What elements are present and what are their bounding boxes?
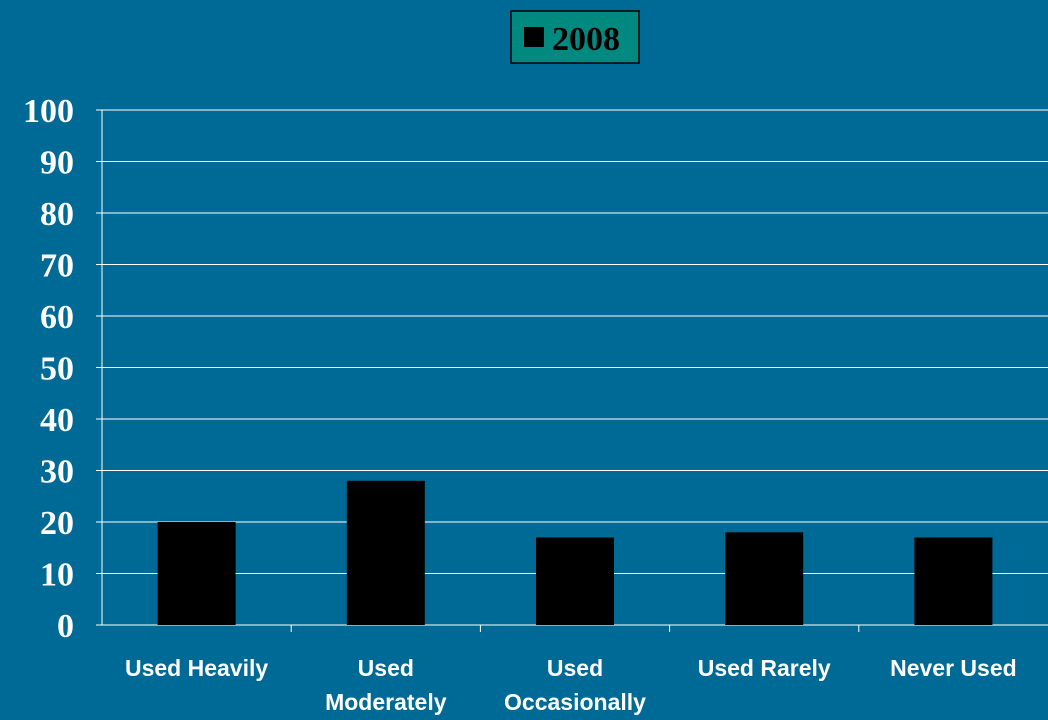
legend-swatch bbox=[524, 27, 544, 47]
y-tick-label: 100 bbox=[23, 93, 74, 130]
x-tick-label-line: Never Used bbox=[890, 655, 1017, 681]
bar bbox=[536, 537, 614, 625]
x-tick-label-line: Used bbox=[358, 655, 414, 681]
y-tick-label: 90 bbox=[40, 145, 74, 182]
y-tick-label: 70 bbox=[40, 248, 74, 285]
y-tick-label: 40 bbox=[40, 402, 74, 439]
y-tick-label: 30 bbox=[40, 454, 74, 491]
x-tick-label-line: Used Heavily bbox=[125, 655, 268, 681]
legend: 2008 bbox=[510, 10, 640, 64]
y-tick-label: 0 bbox=[57, 608, 74, 645]
y-tick-label: 60 bbox=[40, 299, 74, 336]
x-tick-label-line: Occasionally bbox=[504, 689, 646, 715]
x-tick-label-line: Used Rarely bbox=[698, 655, 831, 681]
x-tick-label: Never Used bbox=[890, 655, 1017, 681]
bar bbox=[914, 537, 993, 625]
y-tick-label: 10 bbox=[40, 557, 74, 594]
bars bbox=[157, 480, 993, 625]
gridlines bbox=[102, 109, 1048, 574]
legend-label: 2008 bbox=[552, 21, 620, 58]
x-tick-label: Used Heavily bbox=[125, 655, 268, 681]
y-tick-label: 20 bbox=[40, 505, 74, 542]
y-tick-label: 80 bbox=[40, 196, 74, 233]
y-tick-labels: 0 10 20 30 40 50 60 70 80 90 100 bbox=[23, 93, 74, 645]
bar bbox=[157, 522, 236, 625]
x-tick-label: Used Rarely bbox=[698, 655, 831, 681]
x-tick-label-line: Used bbox=[547, 655, 603, 681]
x-tick-label: Used Occasionally bbox=[504, 655, 646, 715]
x-tick-label: Used Moderately bbox=[325, 655, 447, 715]
x-tick-label-line: Moderately bbox=[325, 689, 447, 715]
x-tick-labels: Used Heavily Used Moderately Used Occasional… bbox=[125, 655, 1017, 715]
bar bbox=[346, 480, 425, 625]
y-tick-label: 50 bbox=[40, 351, 74, 388]
bar bbox=[725, 532, 804, 625]
